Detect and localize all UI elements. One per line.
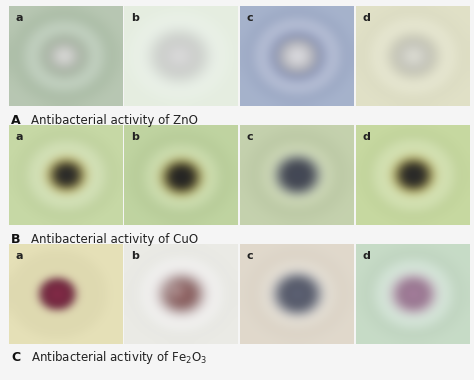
Text: B: B — [11, 233, 20, 245]
Text: c: c — [247, 251, 254, 261]
Text: Antibacterial activity of CuO: Antibacterial activity of CuO — [31, 233, 199, 245]
Text: Antibacterial activity of ZnO: Antibacterial activity of ZnO — [31, 114, 198, 127]
Text: d: d — [363, 251, 371, 261]
Text: d: d — [363, 132, 371, 142]
Text: a: a — [15, 13, 23, 23]
Text: d: d — [363, 13, 371, 23]
Text: C: C — [11, 352, 20, 364]
Text: a: a — [15, 132, 23, 142]
Text: a: a — [15, 251, 23, 261]
Text: b: b — [131, 13, 139, 23]
Text: b: b — [131, 132, 139, 142]
Text: A: A — [11, 114, 20, 127]
Text: c: c — [247, 132, 254, 142]
Text: c: c — [247, 13, 254, 23]
Text: Antibacterial activity of Fe$_2$O$_3$: Antibacterial activity of Fe$_2$O$_3$ — [31, 350, 208, 366]
Text: b: b — [131, 251, 139, 261]
